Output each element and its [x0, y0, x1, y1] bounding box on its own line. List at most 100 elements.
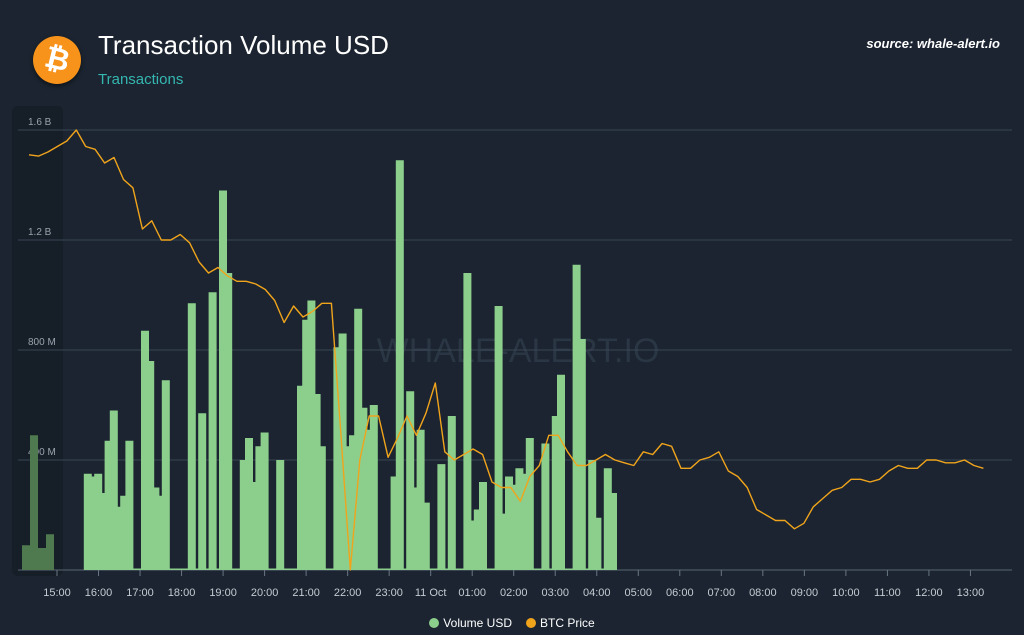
- volume-bar[interactable]: [323, 568, 331, 571]
- volume-bar[interactable]: [505, 476, 513, 571]
- volume-bar[interactable]: [437, 464, 446, 570]
- volume-bar[interactable]: [213, 568, 222, 571]
- volume-bar[interactable]: [411, 487, 420, 571]
- volume-bar[interactable]: [546, 568, 555, 571]
- volume-bar[interactable]: [177, 568, 186, 571]
- volume-bar[interactable]: [161, 380, 170, 570]
- volume-bar[interactable]: [219, 190, 227, 571]
- volume-bar[interactable]: [531, 568, 539, 571]
- volume-bar[interactable]: [572, 264, 581, 570]
- volume-bar[interactable]: [343, 446, 352, 570]
- volume-bar[interactable]: [562, 568, 571, 571]
- volume-bar[interactable]: [525, 438, 534, 570]
- volume-bar[interactable]: [203, 568, 212, 571]
- volume-bar[interactable]: [281, 568, 290, 571]
- volume-bar[interactable]: [479, 482, 487, 570]
- volume-bar[interactable]: [510, 484, 519, 570]
- volume-bar[interactable]: [250, 482, 259, 570]
- volume-bar[interactable]: [271, 568, 279, 571]
- volume-bar[interactable]: [297, 385, 305, 570]
- volume-bar[interactable]: [468, 520, 477, 571]
- volume-bar[interactable]: [333, 347, 342, 570]
- volume-bar[interactable]: [156, 495, 165, 570]
- volume-bar[interactable]: [198, 413, 207, 570]
- volume-bar[interactable]: [234, 568, 243, 571]
- volume-bar[interactable]: [375, 568, 383, 571]
- volume-bar[interactable]: [255, 446, 264, 570]
- volume-bar[interactable]: [395, 160, 404, 570]
- volume-bar[interactable]: [208, 292, 217, 570]
- volume-bar[interactable]: [354, 308, 363, 570]
- price-line[interactable]: [28, 129, 984, 571]
- volume-bar[interactable]: [109, 410, 118, 571]
- volume-bar[interactable]: [141, 330, 149, 570]
- volume-bar[interactable]: [265, 568, 274, 571]
- volume-bar[interactable]: [583, 568, 591, 571]
- volume-bar[interactable]: [120, 495, 129, 570]
- volume-bar[interactable]: [291, 568, 300, 571]
- volume-bar[interactable]: [46, 534, 54, 570]
- volume-bar[interactable]: [609, 493, 617, 570]
- volume-bar[interactable]: [328, 568, 337, 571]
- volume-bar[interactable]: [494, 306, 503, 570]
- volume-bar[interactable]: [99, 493, 108, 570]
- volume-bar[interactable]: [385, 568, 394, 571]
- legend-item-price[interactable]: BTC Price: [526, 616, 595, 630]
- volume-bar[interactable]: [541, 443, 550, 571]
- volume-bar[interactable]: [286, 568, 295, 571]
- volume-bar[interactable]: [567, 568, 576, 571]
- volume-bar[interactable]: [229, 568, 238, 571]
- btc-price-line[interactable]: [28, 129, 984, 571]
- volume-bar[interactable]: [458, 568, 467, 571]
- volume-bar[interactable]: [588, 460, 597, 570]
- volume-bar[interactable]: [38, 548, 46, 570]
- volume-bar[interactable]: [406, 391, 415, 570]
- volume-bar[interactable]: [603, 468, 612, 570]
- volume-bar[interactable]: [130, 568, 139, 571]
- volume-bar[interactable]: [239, 460, 248, 570]
- volume-bar[interactable]: [577, 339, 586, 570]
- volume-bar[interactable]: [172, 568, 181, 571]
- volume-bar[interactable]: [598, 568, 607, 571]
- navigator-strip[interactable]: [12, 106, 63, 576]
- volume-bar[interactable]: [364, 429, 373, 570]
- volume-bar[interactable]: [276, 460, 285, 570]
- volume-bar[interactable]: [94, 473, 103, 570]
- volume-bar[interactable]: [520, 473, 529, 570]
- legend-item-volume[interactable]: Volume USD: [429, 616, 512, 630]
- volume-bar[interactable]: [442, 568, 451, 571]
- volume-bar[interactable]: [30, 435, 38, 570]
- volume-bar[interactable]: [359, 407, 368, 570]
- volume-bar[interactable]: [453, 568, 461, 571]
- volume-bar[interactable]: [515, 468, 524, 570]
- volume-bar[interactable]: [463, 273, 472, 570]
- volume-bar[interactable]: [484, 568, 493, 571]
- volume-bar[interactable]: [193, 568, 201, 571]
- volume-bar[interactable]: [260, 432, 269, 571]
- volume-bar[interactable]: [432, 568, 441, 571]
- volume-bar[interactable]: [115, 506, 123, 570]
- volume-bar[interactable]: [182, 568, 191, 571]
- volume-bar[interactable]: [427, 568, 435, 571]
- volume-bar[interactable]: [245, 438, 253, 570]
- volume-bar[interactable]: [167, 568, 175, 571]
- volume-bar[interactable]: [380, 568, 389, 571]
- volume-bar[interactable]: [473, 509, 482, 571]
- volume-bar[interactable]: [551, 416, 560, 570]
- volume-bar[interactable]: [593, 517, 602, 570]
- chart-subtitle[interactable]: Transactions: [98, 71, 184, 88]
- volume-bar[interactable]: [89, 476, 97, 571]
- volume-bar[interactable]: [447, 416, 456, 570]
- volume-bar[interactable]: [536, 568, 545, 571]
- volume-bar[interactable]: [390, 476, 399, 571]
- volume-bar[interactable]: [489, 568, 498, 571]
- volume-bar[interactable]: [83, 473, 92, 570]
- volume-bar[interactable]: [22, 545, 30, 570]
- volume-bar[interactable]: [312, 394, 321, 570]
- volume-bar[interactable]: [317, 446, 326, 570]
- volume-bar[interactable]: [104, 440, 113, 570]
- volume-bar[interactable]: [187, 303, 196, 570]
- volume-bar[interactable]: [146, 361, 155, 570]
- volume-bar[interactable]: [369, 405, 378, 570]
- volume-bar[interactable]: [125, 440, 134, 570]
